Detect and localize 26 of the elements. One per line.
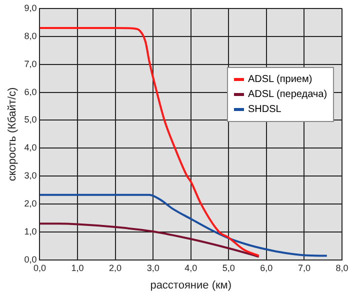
y-tick-label: 0,0 [24,254,37,264]
x-tick-label: 4,0 [184,262,198,273]
y-tick-label: 3,0 [24,170,37,181]
x-tick-label: 2,0 [109,262,122,273]
y-tick-label: 9,0 [24,2,37,13]
y-tick-label: 1,0 [24,226,37,237]
x-tick-label: 1,0 [71,262,84,273]
y-tick-label: 2,0 [24,198,37,209]
y-axis-title: скорость (Кбайт/с) [6,87,19,182]
x-tick-label: 0,0 [33,262,46,273]
x-tick-label: 7,0 [298,262,310,273]
y-tick-label: 6,0 [24,86,37,97]
x-tick-label: 8,0 [336,262,348,273]
y-tick-label: 7,0 [24,58,37,69]
x-tick-label: 5,0 [222,262,235,273]
line-series [40,222,260,258]
legend-label: SHDSL [247,102,282,117]
x-axis-title: расстояние (км) [150,279,232,292]
legend-label: ADSL (прием) [247,72,314,87]
legend-label: ADSL (передача) [247,88,328,102]
y-tick-label: 4,0 [24,142,37,153]
line-series [40,194,328,257]
x-tick-label: 6,0 [260,262,273,273]
y-tick-label: 5,0 [24,114,37,125]
y-tick-label: 8,0 [24,30,37,41]
x-tick-label: 3,0 [146,262,160,273]
